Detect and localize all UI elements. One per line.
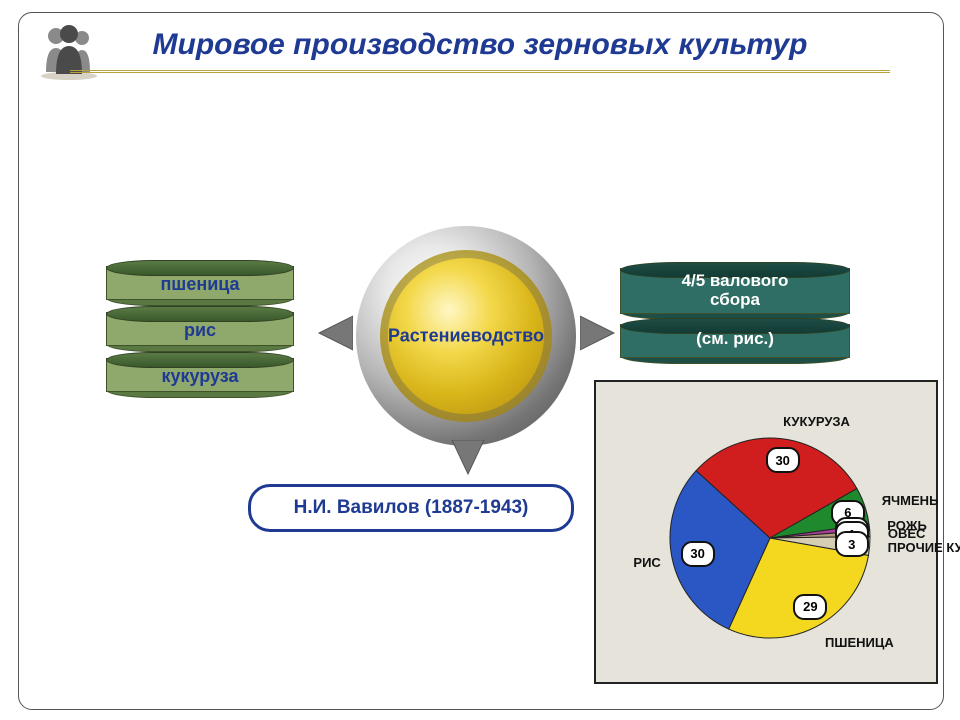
pie-value-bubble: 3 bbox=[835, 531, 869, 557]
disk-label: (см. рис.) bbox=[620, 330, 850, 349]
disk-corn: кукуруза bbox=[106, 352, 294, 392]
pie-slice-label: РИС bbox=[633, 555, 660, 570]
pie-slice-label: ЯЧМЕНЬ bbox=[882, 493, 939, 508]
disk-gross2: (см. рис.) bbox=[620, 318, 850, 358]
pie-chart: 29ПШЕНИЦА30РИС30КУКУРУЗА6ЯЧМЕНЬ1РОЖЬ1ОВЕ… bbox=[594, 380, 938, 684]
pie-value-bubble: 30 bbox=[681, 541, 715, 567]
disk-label: 4/5 валового сбора bbox=[620, 272, 850, 309]
arrow-left-icon bbox=[303, 308, 353, 358]
title-underline bbox=[70, 70, 890, 73]
disk-label: кукуруза bbox=[106, 366, 294, 387]
pie-slice-label: ОВЕС bbox=[888, 526, 926, 541]
arrow-down-icon bbox=[448, 440, 488, 484]
center-label: Растениеводство bbox=[356, 326, 576, 347]
pie-value-bubble: 29 bbox=[793, 594, 827, 620]
center-node: Растениеводство bbox=[356, 226, 576, 446]
disk-label: пшеница bbox=[106, 274, 294, 295]
disk-wheat: пшеница bbox=[106, 260, 294, 300]
slide-title: Мировое производство зерновых культур bbox=[70, 26, 890, 64]
pie-value-bubble: 30 bbox=[766, 447, 800, 473]
pie-slice-label: КУКУРУЗА bbox=[783, 414, 850, 429]
left-disk-stack: пшеница рис кукуруза bbox=[106, 260, 294, 398]
vavilov-pill: Н.И. Вавилов (1887-1943) bbox=[248, 484, 574, 532]
pie-slice-label: ПРОЧИЕ КУЛЬТУРЫ bbox=[888, 540, 960, 555]
right-disk-stack: 4/5 валового сбора (см. рис.) bbox=[620, 262, 850, 362]
pie-slice-label: ПШЕНИЦА bbox=[825, 635, 894, 650]
disk-label: рис bbox=[106, 320, 294, 341]
disk-rice: рис bbox=[106, 306, 294, 346]
disk-gross1: 4/5 валового сбора bbox=[620, 262, 850, 314]
title-area: Мировое производство зерновых культур bbox=[70, 26, 890, 81]
